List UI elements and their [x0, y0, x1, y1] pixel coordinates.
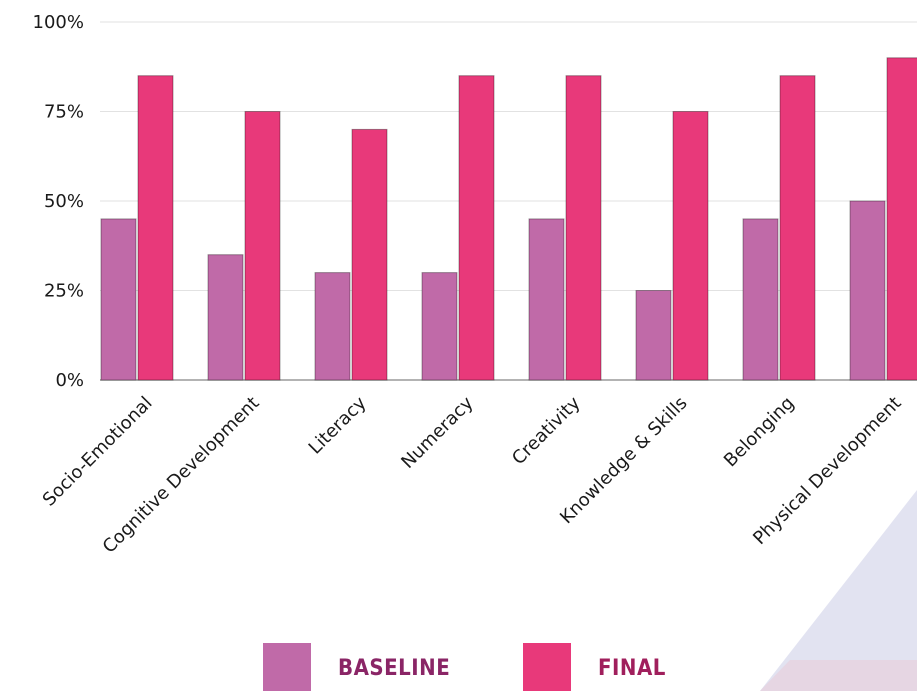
- y-tick-label: 50%: [44, 191, 84, 212]
- bar-final: [244, 111, 281, 381]
- bar-baseline: [742, 218, 779, 381]
- category-label: Numeracy: [397, 392, 477, 472]
- background-decoration: [760, 490, 917, 691]
- bar-baseline: [528, 218, 565, 381]
- bar-baseline: [635, 290, 672, 381]
- bar-baseline: [849, 200, 886, 381]
- bar-final: [886, 57, 917, 381]
- bar-baseline: [421, 272, 458, 381]
- bar-final: [779, 75, 816, 381]
- bar-baseline: [100, 218, 137, 381]
- legend-label-final: FINAL: [598, 656, 666, 681]
- bar-final: [351, 128, 388, 381]
- bar-final: [565, 75, 602, 381]
- y-tick-label: 0%: [55, 370, 84, 391]
- bar-final: [672, 111, 709, 381]
- category-label: Literacy: [305, 392, 371, 458]
- bar-baseline: [207, 254, 244, 381]
- category-label: Creativity: [508, 392, 585, 469]
- background-stripe: [760, 660, 917, 691]
- legend: BASELINE FINAL: [263, 643, 666, 691]
- background-triangle: [760, 490, 917, 691]
- category-label: Belonging: [720, 393, 799, 472]
- y-tick-label: 25%: [44, 281, 84, 302]
- bar-final: [458, 75, 495, 381]
- legend-swatch-baseline: [263, 643, 311, 691]
- category-label: Socio-Emotional: [39, 393, 157, 511]
- legend-label-baseline: BASELINE: [338, 656, 450, 681]
- bars: [100, 57, 917, 381]
- bar-baseline: [314, 272, 351, 381]
- y-tick-label: 100%: [33, 12, 84, 33]
- y-axis-labels: 0% 25% 50% 75% 100%: [33, 12, 84, 391]
- bar-final: [137, 75, 174, 381]
- legend-swatch-final: [523, 643, 571, 691]
- y-tick-label: 75%: [44, 102, 84, 123]
